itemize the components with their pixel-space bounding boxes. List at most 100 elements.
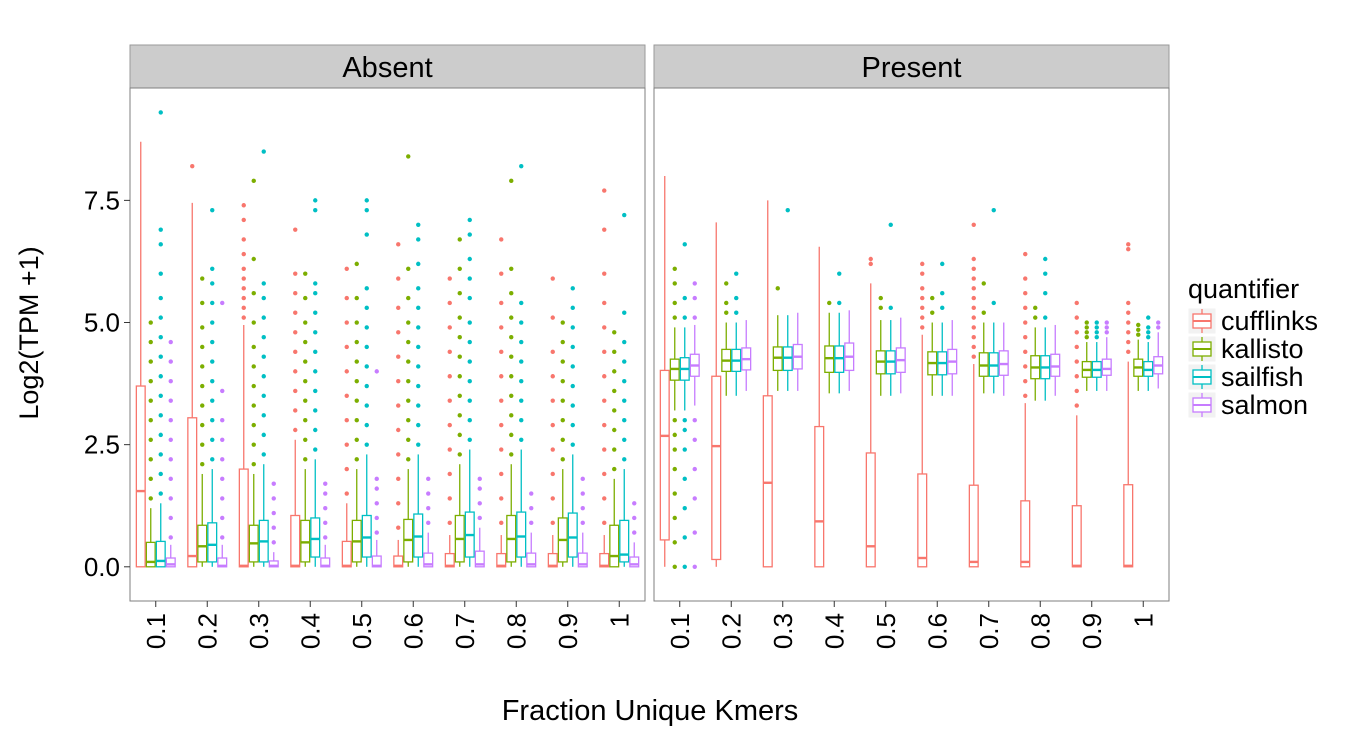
outlier-point [580,520,585,526]
y-tick-label: 0.0 [84,552,120,582]
outlier-point [529,505,534,511]
box-iqr [711,375,722,561]
outlier-point [509,178,514,184]
outlier-point [682,505,687,511]
x-tick-label: 0.4 [819,613,849,649]
outlier-point [1023,291,1028,296]
facet-strip [653,44,1170,89]
outlier-point [467,276,472,281]
box-cufflinks-1 [1123,242,1134,568]
outlier-point [200,300,205,306]
outlier-point [210,207,215,213]
outlier-point [364,403,369,408]
outlier-point [406,418,411,423]
outlier-point [692,281,697,286]
outlier-point [580,505,585,511]
box-iqr [968,484,979,568]
outlier-point [261,315,266,320]
outlier-point [364,364,369,369]
outlier-point [612,369,617,374]
outlier-point [499,422,504,428]
outlier-point [323,505,328,511]
outlier-point [261,295,266,301]
outlier-point [251,462,256,467]
outlier-point [210,320,215,325]
outlier-point [241,266,246,271]
outlier-point [580,476,585,482]
outlier-point [1146,325,1151,330]
outlier-point [682,535,687,540]
box-kallisto-0.7 [454,237,465,567]
box-kallisto-1 [609,330,620,568]
box-iqr [567,512,578,558]
outlier-point [220,476,225,482]
outlier-point [251,383,256,389]
outlier-point [313,369,318,374]
series-kallisto [669,266,1144,569]
outlier-point [724,300,729,306]
box-cufflinks-0.1 [659,175,670,567]
outlier-point [158,413,163,418]
outlier-point [602,300,607,306]
outlier-point [190,163,195,169]
outlier-point [323,535,328,540]
outlier-point [200,325,205,330]
outlier-point [622,398,627,403]
outlier-point [313,198,318,203]
box-cufflinks-0.9 [547,276,558,568]
outlier-point [602,188,607,193]
outlier-point [457,354,462,359]
outlier-point [168,378,173,384]
box-kallisto-0.6 [927,295,938,396]
box-iqr [310,517,321,558]
box-cufflinks-0.6 [917,261,928,568]
outlier-point [602,271,607,276]
outlier-point [271,510,276,516]
y-tick-label: 5.0 [84,308,120,338]
outlier-point [1023,393,1028,398]
outlier-point [251,291,256,296]
outlier-point [920,325,925,330]
outlier-point [210,281,215,286]
outlier-point [344,466,349,472]
outlier-point [158,393,163,398]
outlier-point [406,320,411,325]
outlier-point [396,276,401,281]
outlier-point [447,349,452,355]
outlier-point [672,315,677,320]
outlier-point [560,359,565,364]
box-kallisto-0.5 [351,261,362,567]
box-cufflinks-0.7 [968,222,979,568]
outlier-point [940,291,945,296]
outlier-point [467,217,472,223]
outlier-point [241,276,246,281]
outlier-point [981,310,986,315]
outlier-point [570,344,575,350]
box-sailfish-0.8 [1040,256,1051,401]
box-kallisto-0.8 [1030,305,1041,401]
outlier-point [158,432,163,438]
outlier-point [509,315,514,320]
outlier-point [560,437,565,442]
outlier-point [672,466,677,472]
outlier-point [692,315,697,320]
outlier-point [570,325,575,330]
y-axis: 0.0 2.5 5.0 7.5 [84,185,130,582]
box-iqr [145,541,156,568]
outlier-point [550,496,555,501]
outlier-point [148,398,153,403]
outlier-point [1126,349,1131,355]
outlier-point [416,237,421,242]
outlier-point [724,310,729,315]
outlier-point [457,432,462,438]
outlier-point [416,442,421,447]
outlier-point [364,442,369,447]
box-iqr [155,540,166,568]
box-sailfish-0.9 [1091,320,1102,391]
outlier-point [1156,325,1161,330]
box-iqr [865,452,876,568]
box-iqr [577,552,588,568]
box-sailfish-0.8 [516,163,527,567]
box-salmon-0.9 [577,476,588,568]
